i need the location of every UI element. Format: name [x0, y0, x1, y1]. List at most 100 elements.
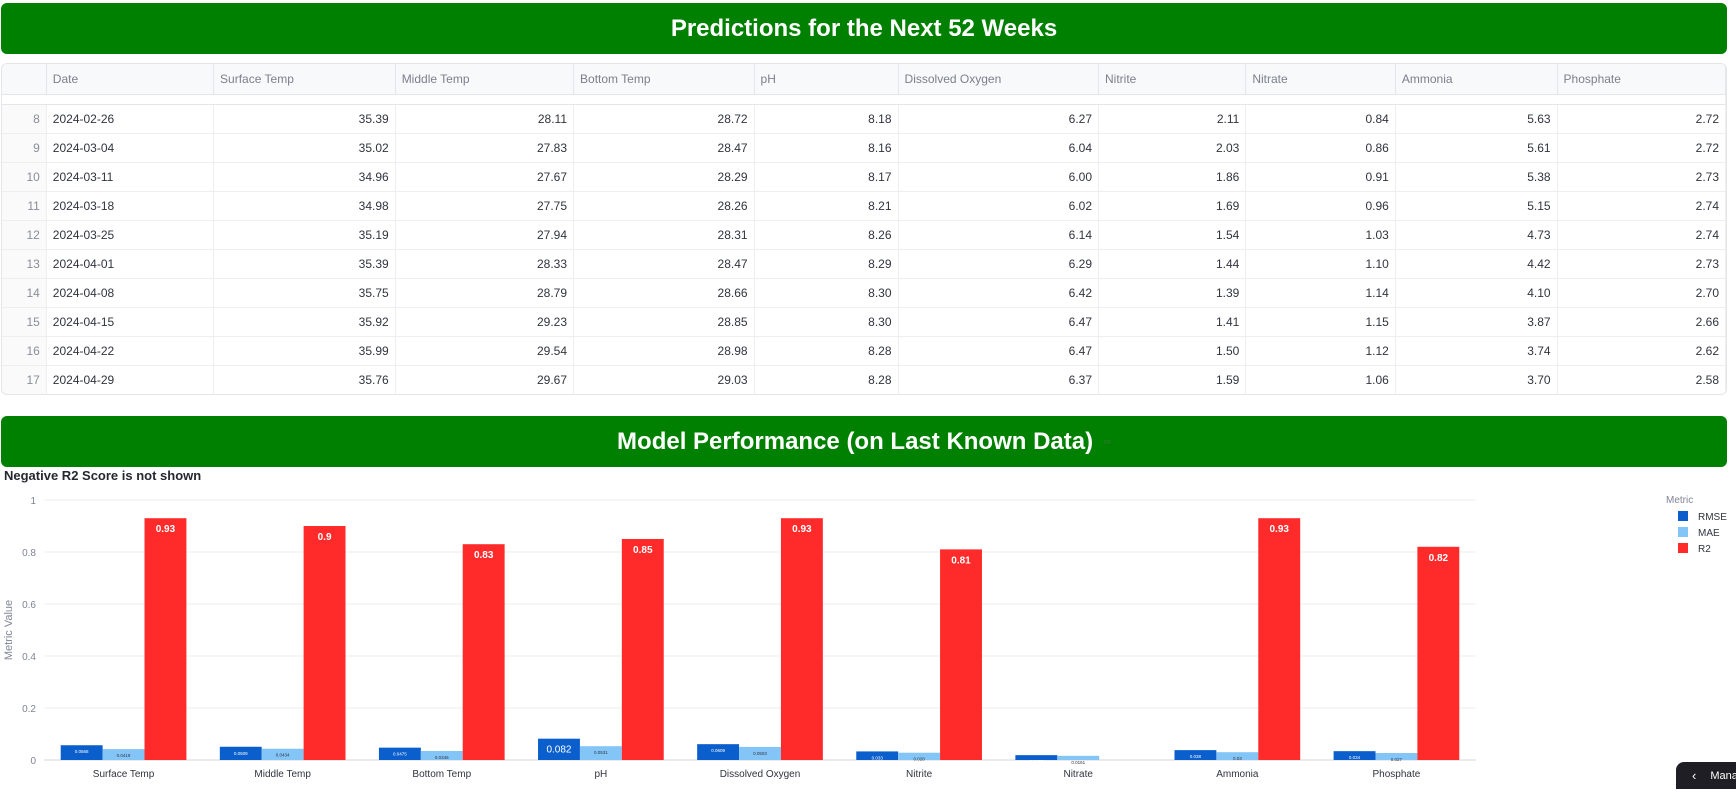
bar-r2[interactable]	[940, 549, 982, 760]
table-cell[interactable]: 1.15	[1245, 307, 1396, 337]
bar-r2[interactable]	[1417, 546, 1460, 760]
table-cell[interactable]: 2024-04-01	[46, 249, 215, 279]
legend-item-rmse[interactable]: RMSE	[1698, 512, 1727, 523]
table-cell[interactable]: 27.83	[395, 133, 575, 163]
table-cell[interactable]: 27.94	[395, 220, 575, 250]
table-cell[interactable]: 1.12	[1245, 336, 1396, 366]
table-cell[interactable]: 1.86	[1098, 162, 1247, 192]
table-cell[interactable]: 5.63	[1395, 104, 1558, 134]
table-cell[interactable]: 34.98	[213, 191, 396, 221]
bar-mae[interactable]	[261, 748, 304, 760]
table-cell[interactable]: 35.39	[213, 104, 396, 134]
bar-r2[interactable]	[144, 518, 187, 760]
table-cell[interactable]: 28.98	[573, 336, 755, 366]
table-cell[interactable]: 28.29	[573, 162, 755, 192]
table-cell[interactable]: 4.10	[1395, 278, 1558, 308]
bar-r2[interactable]	[621, 539, 664, 760]
table-cell[interactable]: 3.70	[1395, 365, 1558, 394]
performance-chart[interactable]: Negative R2 Score is not shown 0 0.2 0.4 0.…	[0, 468, 1736, 789]
row-index[interactable]: 8	[2, 104, 47, 134]
bar-rmse[interactable]	[1333, 751, 1376, 760]
table-cell[interactable]: 6.47	[898, 336, 1100, 366]
column-header[interactable]: Middle Temp	[395, 64, 575, 95]
table-cell[interactable]: 2.58	[1557, 365, 1726, 394]
table-cell[interactable]: 8.18	[754, 104, 899, 134]
column-header[interactable]: Date	[46, 64, 215, 95]
table-cell[interactable]: 6.14	[898, 220, 1100, 250]
table-cell[interactable]: 29.23	[395, 307, 575, 337]
table-row[interactable]: 13 2024-04-01 35.39 28.33 28.47 8.29 6.29 1.44 1…	[2, 249, 1726, 279]
table-cell[interactable]: 2024-02-26	[46, 104, 215, 134]
table-cell[interactable]: 1.06	[1245, 365, 1396, 394]
legend-swatch-mae[interactable]	[1678, 527, 1688, 537]
bar-mae[interactable]	[1216, 752, 1259, 760]
row-index[interactable]: 13	[2, 249, 47, 279]
table-cell[interactable]: 2.03	[1098, 133, 1247, 163]
table-cell[interactable]: 2024-03-11	[46, 162, 215, 192]
table-cell[interactable]: 28.33	[395, 249, 575, 279]
table-cell[interactable]: 1.10	[1245, 249, 1396, 279]
bar-r2[interactable]	[462, 544, 505, 760]
table-cell[interactable]: 28.26	[573, 191, 755, 221]
bar-r2[interactable]	[780, 518, 823, 760]
table-cell[interactable]: 4.73	[1395, 220, 1558, 250]
bar-rmse[interactable]	[1015, 755, 1058, 760]
legend-swatch-rmse[interactable]	[1678, 511, 1688, 521]
row-index[interactable]: 14	[2, 278, 47, 308]
table-cell[interactable]: 29.67	[395, 365, 575, 394]
table-row[interactable]: 9 2024-03-04 35.02 27.83 28.47 8.16 6.04 2.03 0.…	[2, 133, 1726, 163]
table-cell[interactable]: 1.41	[1098, 307, 1247, 337]
table-cell[interactable]: 2.66	[1557, 307, 1726, 337]
table-row[interactable]: 15 2024-04-15 35.92 29.23 28.85 8.30 6.47 1.41 1…	[2, 307, 1726, 337]
table-cell[interactable]: 2024-04-08	[46, 278, 215, 308]
table-cell[interactable]: 8.30	[754, 307, 899, 337]
table-cell[interactable]: 35.92	[213, 307, 396, 337]
table-row[interactable]: 8 2024-02-26 35.39 28.11 28.72 8.18 6.27 2.11 0.…	[2, 104, 1726, 134]
bar-r2[interactable]	[303, 526, 346, 760]
table-cell[interactable]: 8.28	[754, 336, 899, 366]
column-header[interactable]: Dissolved Oxygen	[898, 64, 1100, 95]
bar-mae[interactable]	[1375, 752, 1418, 760]
table-cell[interactable]: 8.30	[754, 278, 899, 308]
bar-rmse[interactable]	[219, 746, 262, 760]
table-cell[interactable]: 28.11	[395, 104, 575, 134]
table-cell[interactable]: 28.85	[573, 307, 755, 337]
table-cell[interactable]: 6.42	[898, 278, 1100, 308]
table-cell[interactable]: 2024-04-29	[46, 365, 215, 394]
table-cell[interactable]: 28.79	[395, 278, 575, 308]
table-cell[interactable]: 35.02	[213, 133, 396, 163]
table-cell[interactable]: 4.42	[1395, 249, 1558, 279]
table-cell[interactable]: 3.87	[1395, 307, 1558, 337]
table-cell[interactable]: 35.75	[213, 278, 396, 308]
column-header[interactable]: Surface Temp	[213, 64, 396, 95]
bar-rmse[interactable]	[538, 738, 580, 760]
table-cell[interactable]: 1.59	[1098, 365, 1247, 394]
bar-rmse[interactable]	[60, 745, 103, 760]
table-cell[interactable]: 6.27	[898, 104, 1100, 134]
table-cell[interactable]: 5.61	[1395, 133, 1558, 163]
table-cell[interactable]: 29.54	[395, 336, 575, 366]
table-cell[interactable]: 2024-04-15	[46, 307, 215, 337]
table-cell[interactable]: 1.44	[1098, 249, 1247, 279]
table-cell[interactable]: 8.21	[754, 191, 899, 221]
table-cell[interactable]: 28.31	[573, 220, 755, 250]
table-cell[interactable]: 1.69	[1098, 191, 1247, 221]
table-cell[interactable]: 35.99	[213, 336, 396, 366]
table-cell[interactable]: 2.72	[1557, 104, 1726, 134]
table-cell[interactable]: 1.54	[1098, 220, 1247, 250]
bar-mae[interactable]	[739, 746, 781, 760]
table-cell[interactable]: 2.72	[1557, 133, 1726, 163]
table-cell[interactable]: 6.47	[898, 307, 1100, 337]
table-cell[interactable]: 2.73	[1557, 249, 1726, 279]
predictions-table[interactable]: Date Surface Temp Middle Temp Bottom Temp pH…	[1, 63, 1727, 395]
bar-mae[interactable]	[579, 746, 622, 760]
table-cell[interactable]: 0.86	[1245, 133, 1396, 163]
column-header[interactable]: Ammonia	[1395, 64, 1558, 95]
table-cell[interactable]: 2.74	[1557, 191, 1726, 221]
table-cell[interactable]: 2.70	[1557, 278, 1726, 308]
bar-mae[interactable]	[1057, 755, 1100, 760]
manage-app-button[interactable]: ‹ Manage app	[1676, 762, 1736, 789]
table-cell[interactable]: 1.39	[1098, 278, 1247, 308]
table-cell[interactable]: 8.28	[754, 365, 899, 394]
column-header[interactable]: pH	[754, 64, 899, 95]
